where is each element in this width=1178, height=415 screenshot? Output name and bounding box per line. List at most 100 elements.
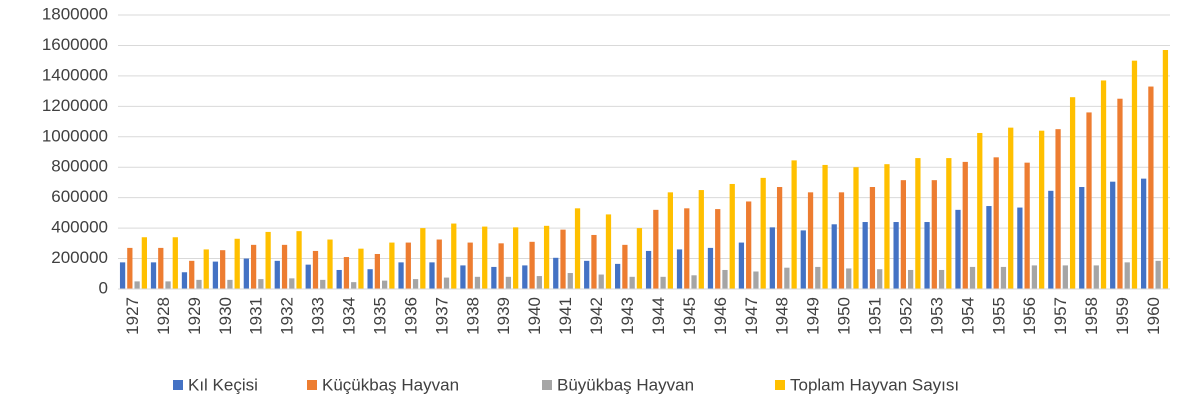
bar	[119, 262, 126, 289]
bar	[1131, 60, 1138, 289]
bar	[420, 228, 426, 289]
bar	[227, 279, 233, 289]
bar	[134, 281, 140, 289]
legend-swatch	[173, 380, 183, 390]
bar	[946, 158, 952, 289]
bar	[1055, 129, 1061, 289]
bar	[305, 264, 311, 289]
bar	[574, 208, 581, 289]
legend-swatch	[542, 380, 552, 390]
x-tick-label: 1944	[649, 297, 668, 335]
bar	[884, 164, 890, 289]
bar	[374, 253, 380, 289]
bar	[738, 242, 745, 289]
bar	[1017, 207, 1023, 289]
bar	[451, 223, 457, 289]
x-tick-label: 1938	[463, 297, 482, 335]
bar	[181, 272, 188, 289]
bar	[234, 238, 240, 289]
bar	[591, 234, 597, 289]
bar	[336, 269, 342, 289]
bar	[615, 263, 621, 289]
x-tick-label: 1956	[1020, 297, 1039, 335]
x-tick-label: 1946	[711, 297, 730, 335]
bar	[869, 187, 876, 289]
bar	[1093, 265, 1099, 289]
bar	[893, 222, 899, 289]
y-tick-label: 1600000	[42, 35, 108, 54]
legend-label: Büyükbaş Hayvan	[557, 375, 694, 394]
y-tick-label: 1400000	[42, 65, 108, 84]
bar	[536, 276, 542, 289]
bar	[243, 258, 249, 289]
bar	[1124, 262, 1130, 289]
bar	[320, 279, 326, 289]
bar	[212, 261, 219, 289]
bar	[141, 237, 147, 289]
bar	[258, 279, 264, 289]
bar	[567, 273, 573, 289]
x-tick-label: 1958	[1082, 297, 1101, 335]
y-tick-label: 1000000	[42, 126, 108, 145]
bar	[776, 187, 783, 289]
x-tick-label: 1935	[370, 297, 389, 335]
bar	[962, 161, 968, 289]
x-tick-label: 1951	[866, 297, 885, 335]
bar	[203, 249, 209, 289]
bar	[1162, 50, 1169, 290]
y-tick-label: 200000	[51, 248, 108, 267]
y-tick-label: 800000	[51, 157, 108, 176]
x-tick-label: 1947	[742, 297, 761, 335]
bar	[405, 242, 411, 289]
bar	[605, 214, 612, 289]
x-tick-label: 1948	[773, 297, 792, 335]
bar	[505, 276, 512, 289]
bar	[389, 242, 395, 289]
bar	[822, 164, 828, 289]
bar	[977, 132, 983, 289]
bar	[1148, 86, 1154, 290]
bar	[924, 222, 930, 289]
bar	[196, 279, 202, 289]
bar	[660, 276, 666, 289]
bar	[172, 237, 178, 289]
bar	[1000, 266, 1007, 289]
bar	[327, 239, 333, 289]
legend-label: Küçükbaş Hayvan	[322, 375, 459, 394]
bar	[753, 271, 759, 289]
bar	[522, 265, 528, 289]
bar	[158, 247, 164, 289]
bar	[746, 201, 752, 289]
bar	[482, 226, 488, 289]
bar	[1039, 130, 1045, 289]
bar	[691, 275, 697, 289]
bar	[127, 247, 133, 289]
bar	[529, 241, 535, 289]
bar	[513, 227, 519, 289]
bar	[1117, 98, 1123, 289]
y-tick-label: 400000	[51, 218, 108, 237]
x-tick-label: 1933	[309, 297, 328, 335]
x-tick-label: 1942	[587, 297, 606, 335]
x-tick-label: 1957	[1051, 297, 1070, 335]
x-tick-label: 1930	[216, 297, 235, 335]
bar	[382, 280, 388, 289]
x-tick-label: 1945	[680, 297, 699, 335]
bar	[931, 180, 937, 289]
y-tick-label: 0	[99, 278, 108, 297]
bar	[722, 269, 728, 289]
bar	[429, 262, 435, 289]
x-tick-label: 1939	[494, 297, 513, 335]
bar	[1031, 265, 1038, 289]
bar	[1141, 178, 1147, 289]
bar	[250, 244, 257, 289]
bar	[938, 269, 945, 289]
bar	[343, 257, 350, 289]
x-tick-label: 1934	[340, 297, 359, 335]
bar	[398, 262, 404, 289]
bar	[1100, 80, 1107, 289]
y-tick-label: 1200000	[42, 96, 108, 115]
bar	[1110, 181, 1116, 289]
bar	[1048, 190, 1054, 289]
x-tick-label: 1959	[1113, 297, 1132, 335]
